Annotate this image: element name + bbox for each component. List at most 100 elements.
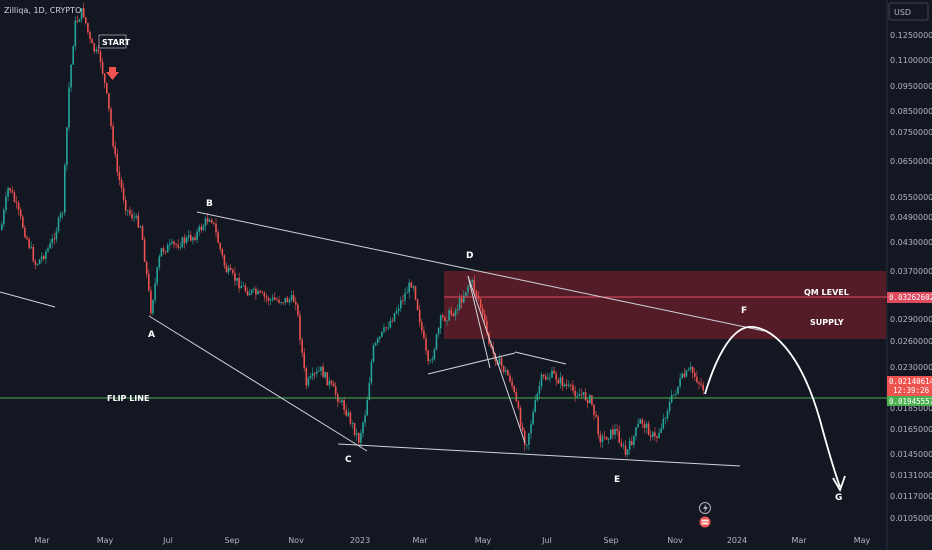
wave-label-d: D [466, 251, 473, 261]
candle-body [328, 381, 331, 386]
candle-body [173, 241, 175, 245]
candle-body [437, 328, 440, 335]
flag-icon[interactable] [699, 516, 711, 528]
price-tick-label: 0.014500000 [890, 450, 932, 459]
candle-body [129, 210, 131, 214]
candle-body [229, 267, 232, 270]
candle-body [370, 361, 373, 383]
candle-body [97, 49, 100, 52]
time-axis[interactable]: Mar May Jul Sep Nov 2023 Mar May Jul Sep Nov 2024 Ma… [34, 536, 870, 545]
candle-body [55, 231, 58, 240]
candle-body [32, 246, 35, 262]
candle-body [322, 366, 324, 378]
candle-body [700, 383, 702, 385]
time-tick-label: Nov [667, 536, 683, 545]
candle-body [431, 359, 434, 361]
candle-body [694, 372, 696, 377]
candle-body [82, 8, 85, 18]
price-tick-label: 0.029000000 [890, 315, 932, 324]
candle-body [316, 371, 318, 374]
candle-body [425, 338, 427, 351]
candle-body [675, 393, 677, 395]
candle-body [673, 394, 675, 396]
trendline-left [0, 291, 56, 308]
candle-body [612, 429, 614, 435]
price-tick-label: 0.125000000 [890, 31, 932, 40]
candle-body [433, 349, 436, 360]
candle-body [53, 238, 56, 240]
candle-body [204, 218, 207, 226]
price-tick-label: 0.026000000 [890, 337, 932, 346]
candle-body [162, 248, 165, 252]
candle-body [15, 201, 18, 203]
candle-body [269, 299, 272, 301]
candle-body [490, 343, 492, 348]
candle-body [255, 288, 257, 295]
price-tick-label: 0.065000000 [890, 157, 932, 166]
candle-body [225, 265, 228, 273]
candle-body [238, 277, 240, 289]
candle-body [479, 299, 482, 309]
candle-body [74, 20, 77, 47]
candle-body [87, 23, 89, 33]
candle-body [116, 154, 119, 172]
candle-body [120, 179, 123, 188]
candle-body [387, 327, 389, 329]
candle-body [137, 215, 140, 228]
candle-body [307, 378, 310, 386]
candle-body [221, 249, 224, 256]
candle-body [187, 235, 190, 238]
candle-body [78, 19, 81, 22]
candle-body [160, 248, 163, 257]
trendline-d-down [467, 275, 491, 369]
candle-body [171, 241, 173, 244]
candle-body [498, 358, 501, 365]
candle-body [465, 292, 467, 296]
candle-body [416, 299, 419, 310]
candle-body [242, 285, 245, 287]
candle-body [544, 376, 547, 380]
candle-body [591, 395, 593, 405]
candle-body [599, 434, 602, 443]
candle-body [454, 310, 457, 316]
currency-button[interactable] [888, 2, 929, 21]
flip-price-badge [887, 396, 932, 406]
candle-body [383, 327, 385, 332]
candle-body [484, 314, 486, 321]
candle-body [64, 165, 66, 213]
candle-body [603, 436, 606, 438]
candle-body [66, 127, 68, 166]
price-axis[interactable]: 0.125000000 0.110000000 0.095000000 0.08500… [890, 31, 932, 523]
time-tick-label: 2023 [350, 536, 370, 545]
candle-body [649, 435, 652, 437]
candle-body [702, 384, 704, 391]
candle-body [511, 381, 513, 387]
candle-body [145, 261, 148, 275]
candle-body [108, 93, 110, 109]
candle-body [351, 422, 354, 424]
price-tick-label: 0.018500000 [890, 404, 932, 413]
candle-body [211, 220, 213, 223]
candle-body [505, 370, 507, 372]
candle-body [639, 419, 641, 424]
trendline-a-c [148, 315, 368, 452]
candle-body [110, 108, 112, 126]
candle-body [341, 400, 343, 403]
start-label-box [98, 34, 127, 49]
candle-body [148, 274, 150, 291]
price-tick-label: 0.049000000 [890, 213, 932, 222]
candle-body [555, 373, 557, 381]
start-label: START [102, 38, 131, 47]
price-tick-label: 0.023000000 [890, 363, 932, 372]
candle-body [70, 64, 72, 88]
candle-body [198, 226, 200, 232]
candle-body [11, 190, 14, 193]
candle-body [521, 426, 524, 431]
candle-body [257, 290, 259, 295]
candle-body [118, 171, 121, 180]
lightning-icon[interactable] [699, 502, 711, 514]
candle-body [326, 372, 329, 386]
candle-body [670, 395, 673, 402]
currency-button-label[interactable]: USD [894, 8, 911, 17]
